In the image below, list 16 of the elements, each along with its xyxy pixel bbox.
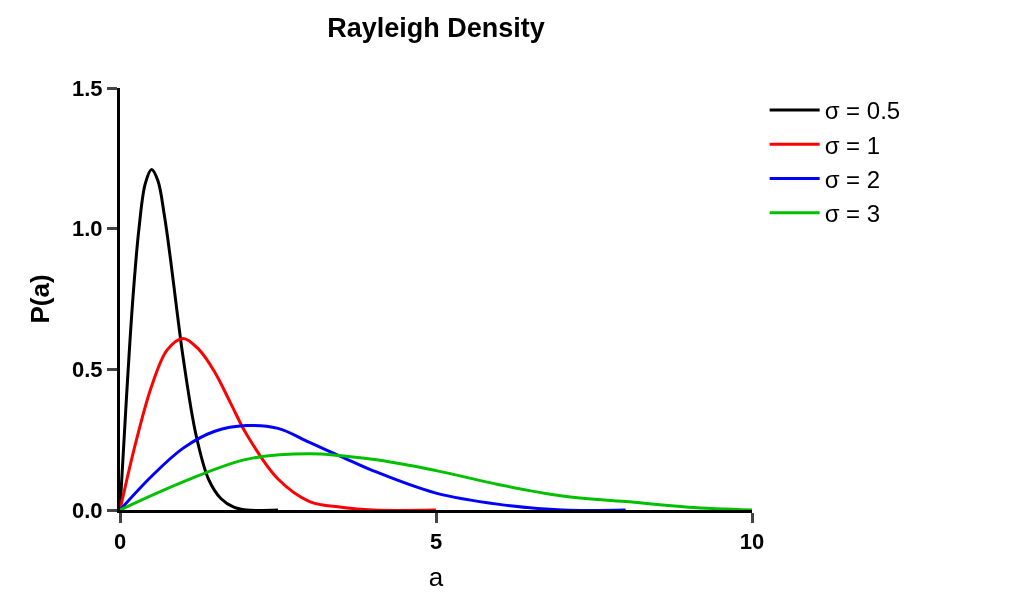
x-tick-label: 10 bbox=[739, 529, 765, 555]
line-series bbox=[120, 336, 438, 510]
y-tick-label: 0.0 bbox=[72, 497, 103, 523]
y-tick-label: 1.0 bbox=[72, 216, 103, 242]
chart-title: Rayleigh Density bbox=[327, 13, 545, 44]
x-axis-title: a bbox=[428, 562, 444, 593]
legend-label: σ = 1 bbox=[824, 131, 881, 159]
legend-label: σ = 0.5 bbox=[824, 97, 901, 125]
legend-label: σ = 2 bbox=[824, 165, 881, 193]
x-tick-label: 0 bbox=[113, 529, 127, 555]
x-tick-label: 5 bbox=[429, 529, 443, 555]
y-axis-title: P(a) bbox=[25, 274, 56, 324]
line-series bbox=[120, 423, 628, 510]
y-tick-label: 0.5 bbox=[72, 357, 103, 383]
y-tick-label: 1.5 bbox=[72, 75, 103, 101]
legend-label: σ = 3 bbox=[824, 200, 881, 228]
